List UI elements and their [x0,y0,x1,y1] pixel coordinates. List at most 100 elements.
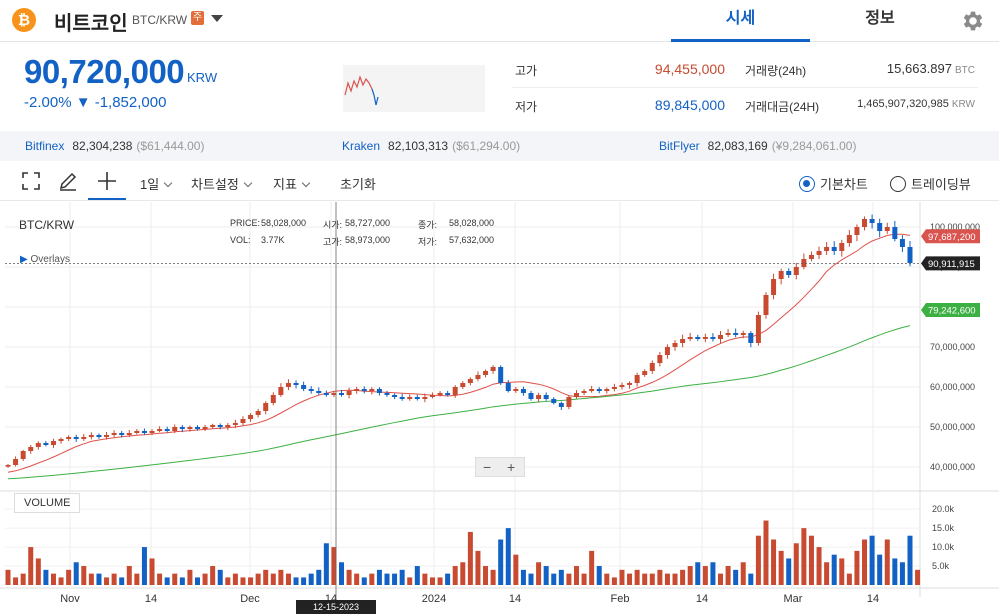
candle-body [513,389,519,391]
volume-bar [5,569,11,585]
tab-info[interactable]: 정보 [865,10,895,27]
volume-bar [483,566,489,585]
price-tick-label: 60,000,000 [930,382,975,392]
tab-market[interactable]: 시세 [671,0,810,42]
overlays-toggle[interactable]: ▶ Overlays [20,254,70,265]
exchange-kraken[interactable]: Kraken 82,103,313 ($61,294.00) [342,139,521,153]
candle-body [28,447,34,451]
crosshair-icon[interactable] [96,170,118,192]
volume-bar [558,569,564,585]
reset-button[interactable]: 초기화 [340,177,376,192]
volume-bar [369,573,375,585]
volume-bar [710,562,716,585]
volume-bar [642,573,648,585]
coin-select-dropdown-icon[interactable] [211,15,223,22]
candle-body [490,367,496,371]
candle-body [339,393,345,395]
candle-body [520,389,526,393]
candle-body [119,433,125,435]
volume-bar [884,539,890,585]
volume-bar [73,562,79,585]
candle-body [149,431,155,433]
overlay-elements: 97,687,200 90,911,915 79,242,600 [5,202,980,600]
coin-name: 비트코인 [54,13,128,35]
volume-bar [232,573,238,585]
indicators-select[interactable]: 지표 [273,174,311,193]
candle-body [543,395,549,399]
candle-body [376,389,382,393]
price-chart[interactable]: 100,000,00090,000,00080,000,00070,000,00… [0,202,999,615]
volume-bar [392,573,398,585]
volume-bar [270,573,276,585]
volume-bar [589,550,595,585]
candle-body [445,393,451,395]
candle-body [884,227,890,231]
interval-select[interactable]: 1일 [140,174,173,193]
mini-chart [343,65,485,112]
candle-body [126,433,132,435]
pencil-icon[interactable] [57,170,79,192]
stat-divider [512,87,978,88]
volume-bar [786,558,792,585]
chart-canvas[interactable]: 100,000,00090,000,00080,000,00070,000,00… [0,202,999,615]
gear-icon[interactable] [960,8,986,34]
candle-body [392,395,398,397]
volume-bar [498,539,504,585]
zoom-out-button[interactable]: − [483,459,492,475]
volume-bar [702,566,708,585]
zoom-in-button[interactable]: + [507,459,516,475]
candle-body [846,235,852,243]
candle-body [384,393,390,395]
caution-badge: 주 [191,11,204,25]
volume-panel-label: VOLUME [14,493,81,513]
candle-body [755,315,761,343]
volume-bar [13,577,19,585]
volume-bar [278,569,284,585]
price-marker-label: 97,687,200 [928,232,976,243]
bitcoin-icon: ₿ [12,8,36,32]
volume-bars [5,520,921,585]
volume-bar [740,562,746,585]
volume-bar [346,569,352,585]
candle-body [763,295,769,315]
candle-body [13,459,19,465]
chart-settings-select[interactable]: 차트설정 [191,174,253,193]
radio-tradingview[interactable]: 트레이딩뷰 [890,174,971,193]
ma-short-line [7,233,911,473]
chart-symbol: BTC/KRW [19,218,75,232]
radio-basic-chart[interactable]: 기본차트 [799,174,868,193]
volume-24h-value: 15,663.897 BTC [886,61,975,76]
candle-body [452,387,458,395]
exchange-bitflyer[interactable]: BitFlyer 82,083,169 (¥9,284,061.00) [659,139,857,153]
volume-bar [718,573,724,585]
candle-body [627,383,633,385]
triangle-right-icon: ▶ [20,254,28,265]
volume-bar [308,573,314,585]
fullscreen-icon[interactable] [20,170,42,192]
candle-body [877,223,883,231]
exchange-bitfinex[interactable]: Bitfinex 82,304,238 ($61,444.00) [25,139,205,153]
candle-body [899,239,905,247]
volume-bar [771,539,777,585]
volume-bar [513,554,519,585]
ohlc-vol-label: VOL: [230,235,251,245]
volume-bar [164,577,170,585]
amount-24h-value: 1,465,907,320,985 KRW [857,98,975,110]
time-tick-label: 14 [867,593,879,605]
candle-body [429,395,435,397]
moving-averages [7,233,911,480]
candle-body [66,437,72,439]
volume-bar [331,547,337,585]
candle-body [536,395,542,399]
volume-bar [831,554,837,585]
candle-body [104,435,110,437]
volume-bar [316,569,322,585]
volume-bar [619,569,625,585]
volume-bar [210,566,216,585]
candle-body [528,393,534,399]
ohlc-price-value: 58,028,000 [261,218,307,228]
candle-body [733,333,739,335]
time-tick-label: Feb [611,593,630,605]
volume-bar [634,569,640,585]
candle-body [157,429,163,431]
